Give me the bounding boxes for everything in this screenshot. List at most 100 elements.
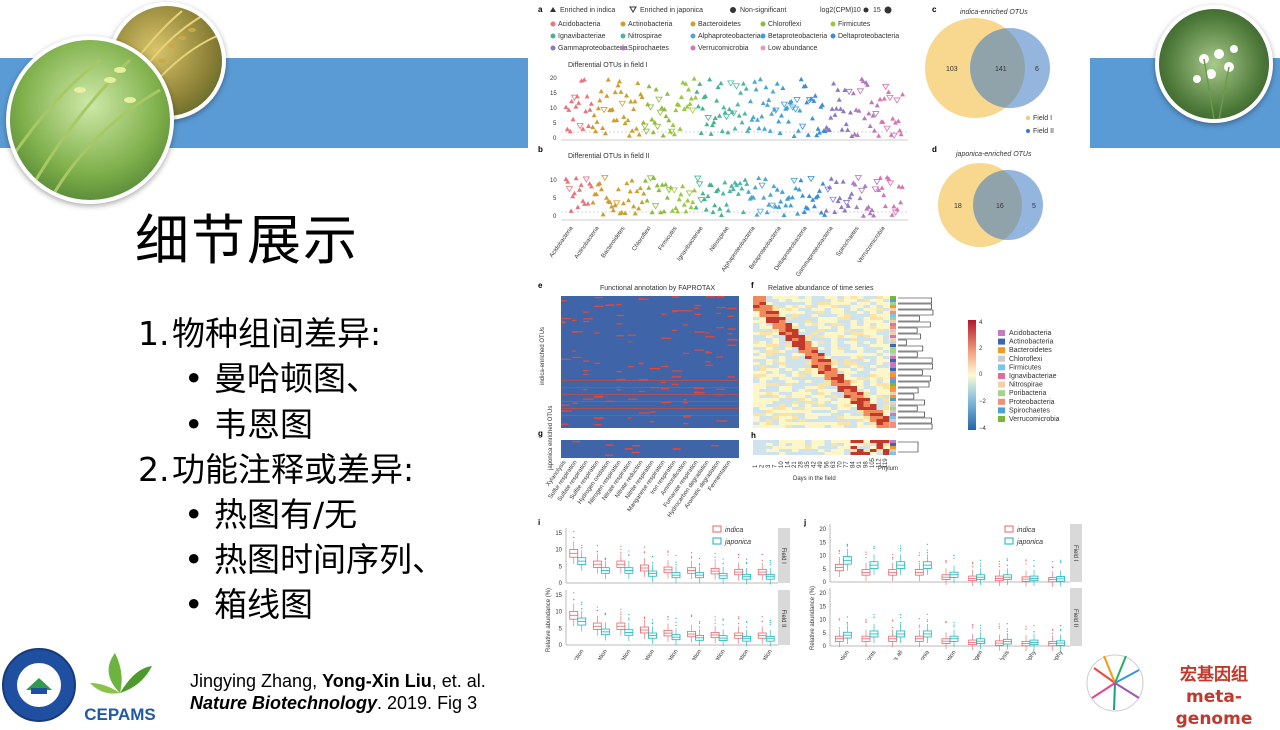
phylum-cell xyxy=(890,383,896,386)
heat-cell xyxy=(779,386,786,389)
brand-cn: 宏基因组 xyxy=(1180,665,1248,685)
data-point-up xyxy=(742,110,748,116)
heat-cell xyxy=(837,407,844,410)
outlier-dot xyxy=(953,626,955,628)
heat-cell xyxy=(759,413,766,416)
heat-cell xyxy=(876,374,883,377)
ytick: 5 xyxy=(553,121,557,127)
manhattan-xlabel: Acidobacteria xyxy=(549,225,575,259)
data-point-up xyxy=(838,204,844,210)
heat-cell xyxy=(870,335,877,338)
heat-cell xyxy=(876,341,883,344)
heat-cell xyxy=(844,302,851,305)
heat-cell xyxy=(883,344,890,347)
heat-cell xyxy=(857,356,864,359)
data-point-up xyxy=(819,102,825,107)
heat-cell xyxy=(753,440,760,443)
heat-cell xyxy=(811,377,818,380)
heat-cell xyxy=(785,329,792,332)
data-point-up xyxy=(808,96,814,101)
heat-cell xyxy=(798,308,805,311)
data-point-up xyxy=(795,211,801,216)
tree-logo-icon xyxy=(1086,654,1144,712)
data-point-up xyxy=(829,106,835,111)
heat-cell xyxy=(616,303,622,306)
outlier-dot xyxy=(714,552,716,554)
heat-cell xyxy=(870,356,877,359)
heat-cell xyxy=(837,368,844,371)
data-point-up xyxy=(736,113,742,118)
heat-cell xyxy=(876,416,883,419)
data-point-down xyxy=(685,190,694,197)
manhattan-xlabel: Verrucomicrobia xyxy=(857,225,887,264)
heat-cell xyxy=(870,338,877,341)
data-point-up xyxy=(642,178,648,183)
data-point-up xyxy=(755,117,761,122)
heat-cell xyxy=(766,425,773,428)
heat-cell xyxy=(844,395,851,398)
heat-cell xyxy=(779,332,786,335)
day-label: 7 xyxy=(773,464,779,468)
outlier-dot xyxy=(900,547,902,550)
heat-cell xyxy=(811,344,818,347)
heat-cell xyxy=(844,332,851,335)
manhattan-xlabel: Nitrospirae xyxy=(709,225,731,253)
heat-cell xyxy=(785,317,792,320)
data-point-up xyxy=(711,119,717,125)
metagenome-logo xyxy=(1084,648,1146,718)
dendro-branch xyxy=(898,423,933,430)
phylum-cell xyxy=(890,305,896,308)
data-point-up xyxy=(686,87,692,92)
heat-cell xyxy=(779,320,786,323)
heat-cell xyxy=(876,443,883,446)
heat-cell xyxy=(837,452,844,455)
heat-cell xyxy=(831,449,838,452)
data-point-up xyxy=(566,107,572,112)
outlier-dot xyxy=(900,613,902,616)
heat-cell xyxy=(759,389,766,392)
outlier-dot xyxy=(573,530,575,533)
heat-cell xyxy=(753,371,760,374)
heat-cell xyxy=(831,329,838,332)
outlier-dot xyxy=(972,566,974,568)
heat-cell xyxy=(824,338,831,341)
heat-cell xyxy=(831,353,838,356)
heat-cell xyxy=(766,422,773,425)
heat-cell xyxy=(857,323,864,326)
phylum-axis-label: Phylum xyxy=(878,466,898,472)
phylum-cell xyxy=(890,329,896,332)
data-point-up xyxy=(668,184,674,190)
box-xlabel: Animal parasites or symbionts xyxy=(827,650,878,660)
data-point-down xyxy=(612,200,621,207)
heat-cell xyxy=(857,386,864,389)
heat-cell xyxy=(824,347,831,350)
data-point-up xyxy=(712,115,718,120)
heat-cell xyxy=(844,365,851,368)
day-label: 42 xyxy=(812,461,818,468)
heat-cell xyxy=(583,398,594,400)
outlier-dot xyxy=(873,616,875,618)
outlier-dot xyxy=(918,618,920,620)
heat-cell xyxy=(766,365,773,368)
data-point-up xyxy=(577,187,583,192)
heat-cell xyxy=(811,371,818,374)
outlier-dot xyxy=(573,536,575,539)
data-point-up xyxy=(585,201,591,206)
data-point-up xyxy=(646,83,652,89)
heat-cell xyxy=(772,422,779,425)
data-point-down xyxy=(665,187,673,194)
heat-cell xyxy=(857,353,864,356)
heat-cell xyxy=(870,311,877,314)
phylum-cell xyxy=(890,344,896,347)
heat-cell xyxy=(850,425,857,428)
heat-cell xyxy=(753,452,760,455)
heat-cell xyxy=(863,446,870,449)
data-point-up xyxy=(744,181,750,186)
heat-cell xyxy=(811,365,818,368)
heat-cell xyxy=(805,452,812,455)
data-point-up xyxy=(811,98,817,103)
phylum-cell xyxy=(890,368,896,371)
dendro-branch xyxy=(898,315,920,322)
heat-cell xyxy=(753,395,760,398)
data-point-up xyxy=(702,93,708,99)
